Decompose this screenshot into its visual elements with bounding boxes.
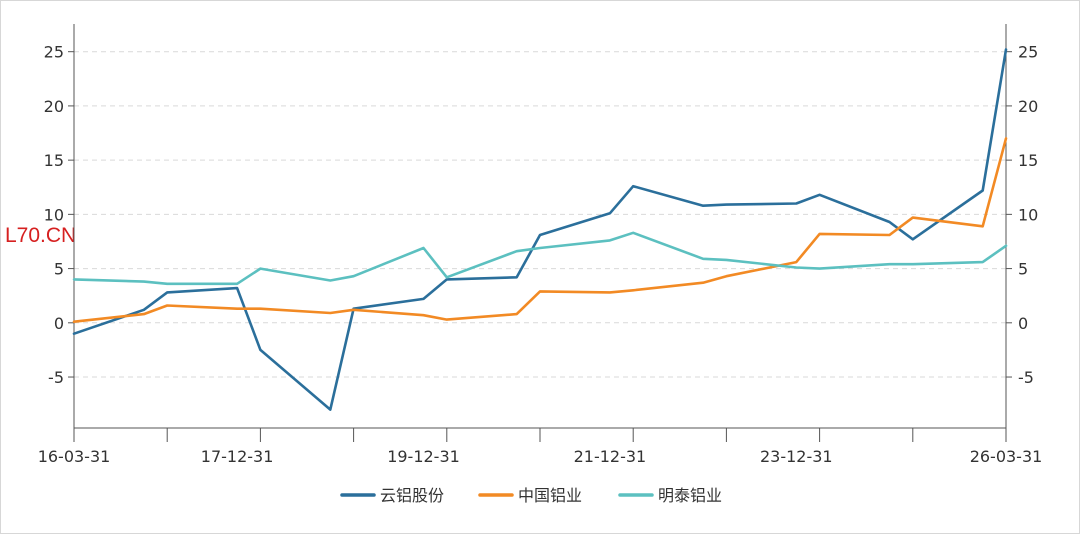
legend[interactable]: 云铝股份 中国铝业 明泰铝业 [340,486,722,505]
x-tick-label: 26-03-31 [970,447,1043,466]
x-tick-label: 23-12-31 [760,447,833,466]
legend-label: 中国铝业 [518,486,582,505]
y-tick-label-right: 15 [1018,151,1038,170]
y-tick-label-left: -5 [48,368,64,387]
x-tick-label: 21-12-31 [574,447,647,466]
y-tick-label-right: -5 [1018,368,1034,387]
y-tick-label-right: 10 [1018,205,1038,224]
x-tick-label: 19-12-31 [387,447,460,466]
legend-label: 云铝股份 [380,486,444,505]
series-line-3 [72,231,1008,286]
y-tick-label-right: 25 [1018,43,1038,62]
legend-item-1[interactable]: 云铝股份 [340,486,444,505]
axes: 25 25 20 20 15 15 10 10 5 5 0 0 -5 -5 16-03-31 17-12-31… [38,24,1043,466]
legend-item-2[interactable]: 中国铝业 [478,486,582,505]
y-tick-label-left: 5 [54,260,64,279]
y-tick-label-right: 20 [1018,97,1038,116]
y-tick-label-left: 10 [44,205,64,224]
y-tick-label-right: 0 [1018,314,1028,333]
y-tick-label-right: 5 [1018,260,1028,279]
gridlines [74,51,1006,378]
y-tick-label-left: 25 [44,43,64,62]
y-tick-label-left: 0 [54,314,64,333]
y-tick-label-left: 20 [44,97,64,116]
series-line-1 [72,48,1008,411]
legend-item-3[interactable]: 明泰铝业 [618,486,722,505]
watermark: L70.CN [5,224,77,247]
series-line-2 [72,137,1008,324]
x-tick-label: 17-12-31 [201,447,274,466]
x-tick-label: 16-03-31 [38,447,111,466]
series-lines [72,48,1008,411]
legend-label: 明泰铝业 [658,486,722,505]
y-tick-label-left: 15 [44,151,64,170]
